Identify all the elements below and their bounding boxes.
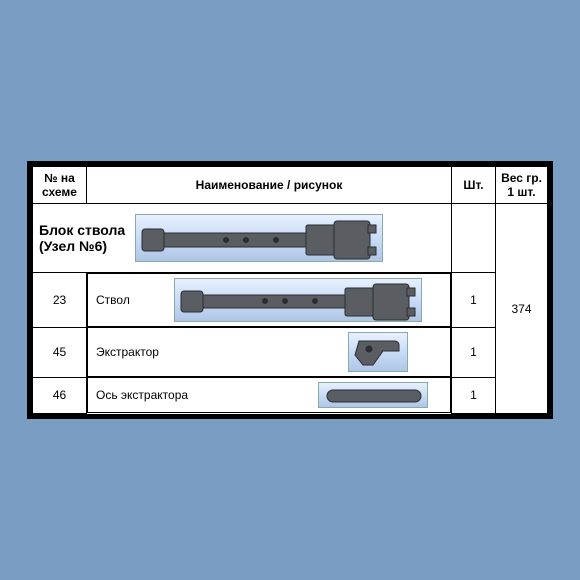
header-num: № на схеме (33, 167, 87, 204)
parts-table: № на схеме Наименование / рисунок Шт. Ве… (32, 166, 548, 414)
table-header-row: № на схеме Наименование / рисунок Шт. Ве… (33, 167, 548, 204)
row-num: 23 (33, 273, 87, 328)
row-name-cell: Ствол (87, 273, 451, 327)
header-weight: Вес гр. 1 шт. (496, 167, 548, 204)
table-row: 45 Экстрактор 1 (33, 327, 548, 377)
part-thumb-pin (318, 382, 428, 408)
assembly-thumb (135, 214, 383, 262)
parts-table-frame: № на схеме Наименование / рисунок Шт. Ве… (27, 161, 553, 419)
part-label: Экстрактор (96, 345, 166, 359)
part-label: Ось экстрактора (96, 388, 188, 402)
assembly-title: Блок ствола (39, 222, 125, 238)
row-name-cell: Ось экстрактора (87, 377, 451, 413)
row-name-cell: Экстрактор (87, 327, 451, 377)
row-num: 46 (33, 377, 87, 413)
part-label: Ствол (96, 293, 166, 307)
header-qty: Шт. (452, 167, 496, 204)
part-thumb-extractor (348, 332, 408, 372)
assembly-qty (452, 204, 496, 273)
part-thumb-barrel (174, 278, 422, 322)
row-qty: 1 (452, 377, 496, 413)
assembly-title-cell: Блок ствола (Узел №6) (33, 204, 452, 273)
row-num: 45 (33, 327, 87, 377)
assembly-row: Блок ствола (Узел №6) (33, 204, 548, 273)
assembly-subtitle: (Узел №6) (39, 238, 125, 254)
row-qty: 1 (452, 273, 496, 328)
row-qty: 1 (452, 327, 496, 377)
weight-cell: 374 (496, 204, 548, 414)
table-row: 23 Ствол (33, 273, 548, 328)
table-row: 46 Ось экстрактора 1 (33, 377, 548, 413)
header-name: Наименование / рисунок (87, 167, 452, 204)
